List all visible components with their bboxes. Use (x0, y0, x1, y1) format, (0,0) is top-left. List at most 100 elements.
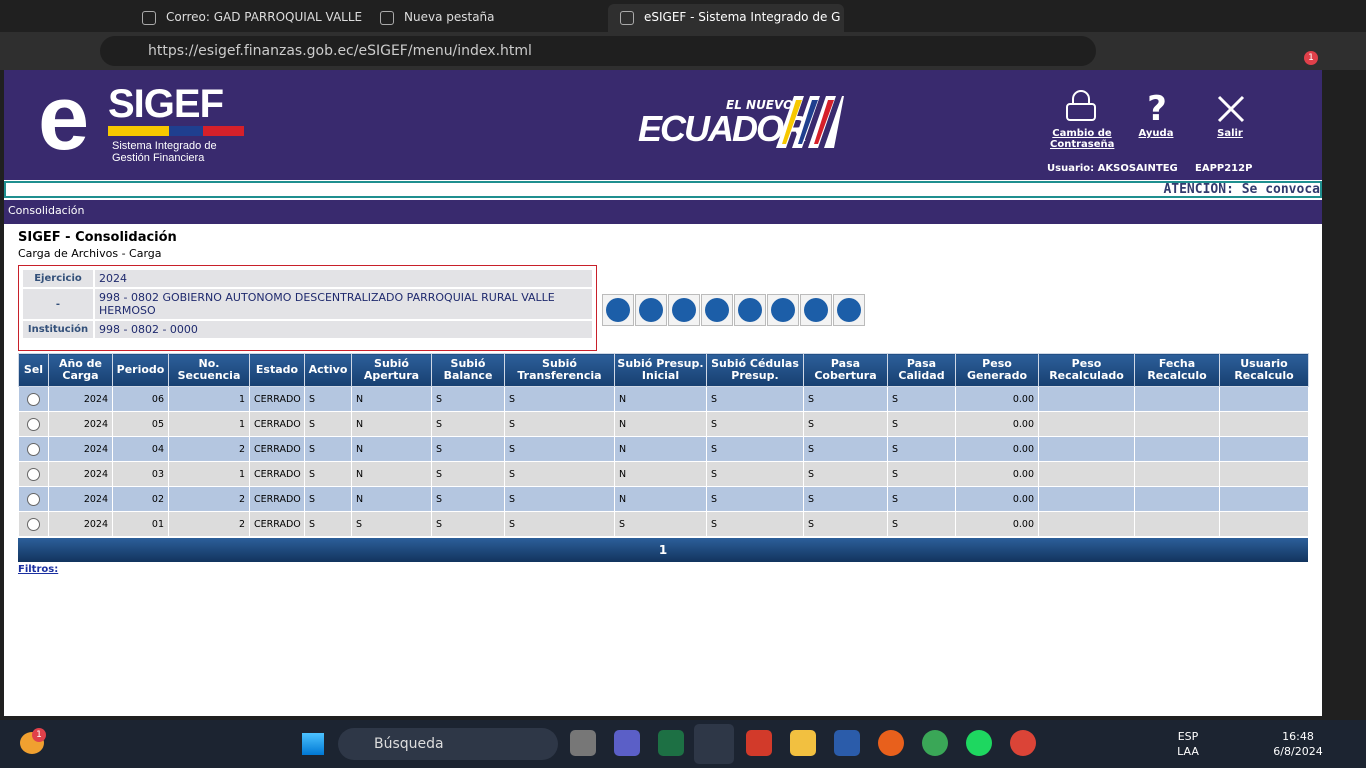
radio-button[interactable] (27, 518, 40, 531)
empty-cell (1220, 462, 1309, 487)
toolbar-button[interactable] (734, 294, 766, 326)
toolbar-button[interactable] (833, 294, 865, 326)
info-row: Ejercicio2024 (23, 270, 592, 287)
tab[interactable]: Nueva pestaña (368, 4, 604, 32)
table-cell: S (707, 387, 804, 412)
radio-button[interactable] (27, 443, 40, 456)
table-cell: S (888, 487, 956, 512)
app-icon[interactable] (966, 730, 992, 756)
column-header[interactable]: Subió Apertura (352, 354, 432, 387)
table-cell: CERRADO (250, 387, 305, 412)
table-cell: 2024 (49, 487, 113, 512)
toolbar-button[interactable] (701, 294, 733, 326)
toolbar-button[interactable] (602, 294, 634, 326)
table-row: 2024042CERRADOSNSSNSSS0.00 (19, 437, 1309, 462)
table-cell: S (505, 462, 615, 487)
radio-button[interactable] (27, 468, 40, 481)
tool-icon (705, 298, 729, 322)
clock[interactable]: 16:486/8/2024 (1266, 729, 1330, 759)
app-icon[interactable] (790, 730, 816, 756)
table-cell: S (615, 512, 707, 537)
column-header[interactable]: Usuario Recalculo (1220, 354, 1309, 387)
tab-active[interactable]: eSIGEF - Sistema Integrado de G (608, 4, 844, 32)
column-header[interactable]: Pasa Calidad (888, 354, 956, 387)
column-header[interactable]: Subió Presup. Inicial (615, 354, 707, 387)
language[interactable]: ESPLAA (1170, 729, 1206, 759)
pager[interactable]: 1 (18, 538, 1308, 562)
column-header[interactable]: Periodo (113, 354, 169, 387)
radio-button[interactable] (27, 393, 40, 406)
change-password-link[interactable]: Cambio de Contraseña (1050, 128, 1114, 150)
app-icon[interactable] (878, 730, 904, 756)
column-header[interactable]: Estado (250, 354, 305, 387)
breadcrumb[interactable]: Consolidación (4, 200, 1322, 224)
tool-icon (738, 298, 762, 322)
app-icon[interactable] (694, 724, 734, 764)
toolbar-button[interactable] (800, 294, 832, 326)
radio-button[interactable] (27, 493, 40, 506)
column-header[interactable]: Sel (19, 354, 49, 387)
table-cell: S (352, 512, 432, 537)
toolbar-button[interactable] (668, 294, 700, 326)
select-cell (19, 512, 49, 537)
column-header[interactable]: Año de Carga (49, 354, 113, 387)
tab-title: Correo: GAD PARROQUIAL VALLE (166, 10, 362, 24)
help-link[interactable]: Ayuda (1134, 128, 1178, 139)
table-cell: S (707, 512, 804, 537)
radio-button[interactable] (27, 418, 40, 431)
column-header[interactable]: Peso Recalculado (1039, 354, 1135, 387)
table-cell: 2024 (49, 462, 113, 487)
layout: LAA (1170, 744, 1206, 759)
table-cell: S (804, 462, 888, 487)
info-table: Ejercicio2024-998 - 0802 GOBIERNO AUTONO… (21, 268, 594, 340)
table-cell: 2024 (49, 437, 113, 462)
app-icon[interactable] (614, 730, 640, 756)
toolbar-button[interactable] (635, 294, 667, 326)
column-header[interactable]: Peso Generado (956, 354, 1039, 387)
info-panel: Ejercicio2024-998 - 0802 GOBIERNO AUTONO… (18, 265, 597, 351)
table-cell: N (615, 487, 707, 512)
table-cell: 0.00 (956, 512, 1039, 537)
empty-cell (1039, 412, 1135, 437)
app-icon[interactable] (922, 730, 948, 756)
column-header[interactable]: Subió Balance (432, 354, 505, 387)
app-icon[interactable] (570, 730, 596, 756)
logo: SIGEF (108, 82, 223, 127)
column-header[interactable]: Pasa Cobertura (804, 354, 888, 387)
table-cell: S (432, 487, 505, 512)
column-header[interactable]: Fecha Recalculo (1135, 354, 1220, 387)
url[interactable]: https://esigef.finanzas.gob.ec/eSIGEF/me… (100, 36, 1096, 66)
web-content: e SIGEF Sistema Integrado de Gestión Fin… (4, 70, 1322, 716)
table-cell: N (352, 437, 432, 462)
select-cell (19, 437, 49, 462)
table-cell: 05 (113, 412, 169, 437)
table-cell: S (432, 437, 505, 462)
tool-icon (639, 298, 663, 322)
tab[interactable]: Correo: GAD PARROQUIAL VALLE (130, 4, 362, 32)
start-button[interactable] (302, 733, 324, 755)
empty-cell (1220, 437, 1309, 462)
app-icon[interactable] (1010, 730, 1036, 756)
app-icon[interactable] (746, 730, 772, 756)
column-header[interactable]: Activo (305, 354, 352, 387)
table-cell: S (432, 387, 505, 412)
app-icon[interactable] (834, 730, 860, 756)
table-cell: 2024 (49, 387, 113, 412)
logout-link[interactable]: Salir (1210, 128, 1250, 139)
tool-icon (606, 298, 630, 322)
lang: ESP (1170, 729, 1206, 744)
empty-cell (1135, 387, 1220, 412)
app-icon[interactable] (658, 730, 684, 756)
column-header[interactable]: Subió Cédulas Presup. (707, 354, 804, 387)
table-row: 2024061CERRADOSNSSNSSS0.00 (19, 387, 1309, 412)
filters-link[interactable]: Filtros: (18, 564, 58, 575)
logo-stripe (108, 126, 244, 136)
table-cell: S (804, 512, 888, 537)
info-value: 998 - 0802 - 0000 (95, 321, 592, 338)
column-header[interactable]: Subió Transferencia (505, 354, 615, 387)
toolbar-button[interactable] (767, 294, 799, 326)
search-box[interactable]: Búsqueda (338, 728, 558, 760)
column-header[interactable]: No. Secuencia (169, 354, 250, 387)
tool-icon (672, 298, 696, 322)
